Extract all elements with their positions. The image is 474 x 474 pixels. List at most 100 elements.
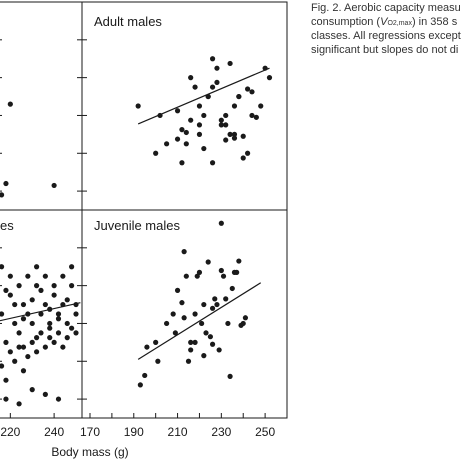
data-point [34, 349, 40, 355]
data-point [225, 320, 231, 327]
data-point [153, 339, 159, 345]
figure-caption: Fig. 2. Aerobic capacity measu consumpti… [311, 2, 474, 57]
data-point [196, 269, 203, 275]
data-point [34, 283, 40, 289]
panel-frame [0, 1, 83, 211]
caption-v-symbol: V [380, 15, 388, 28]
data-point [0, 264, 5, 270]
panels: 220 240 170 190 210 230 250 [0, 1, 288, 439]
data-point [192, 339, 198, 345]
data-point [73, 311, 79, 317]
data-point [55, 316, 62, 322]
data-point [196, 131, 203, 137]
data-point [47, 320, 53, 327]
figure: 220 240 170 190 210 230 250 Adult males es Juv… [0, 1, 288, 459]
data-point [253, 114, 259, 120]
data-point [199, 320, 205, 327]
data-point [231, 103, 238, 109]
data-point [201, 145, 207, 152]
data-point [249, 89, 255, 95]
data-point [3, 287, 9, 293]
caption-line-2-pre: consumption ( [311, 15, 381, 28]
data-point [69, 283, 75, 289]
data-point [3, 396, 9, 402]
data-point [3, 180, 9, 187]
data-point [29, 387, 35, 393]
data-point [42, 301, 48, 308]
data-point [34, 264, 40, 270]
data-point [60, 344, 66, 350]
data-point [266, 75, 273, 81]
data-point [258, 103, 264, 109]
data-point [188, 75, 194, 81]
data-point [12, 320, 18, 327]
x-tick-label: 170 [80, 425, 100, 439]
data-point [223, 296, 229, 302]
data-point [214, 79, 220, 85]
x-tick-label: 190 [124, 425, 144, 439]
data-point [231, 131, 238, 137]
regression-line [137, 67, 270, 125]
data-point [0, 192, 5, 198]
data-point [188, 339, 194, 345]
data-point [227, 60, 233, 67]
data-point [240, 320, 246, 327]
data-point [137, 382, 143, 388]
data-point [25, 273, 31, 279]
data-point [164, 141, 170, 147]
data-point [20, 316, 27, 322]
x-axis-label: Body mass (g) [51, 445, 128, 459]
caption-line-4: significant but slopes do not di [311, 43, 459, 56]
data-point [38, 287, 44, 293]
data-point [7, 292, 13, 298]
data-point [51, 283, 57, 289]
x-tick-label: 240 [44, 425, 64, 439]
data-point [29, 297, 35, 303]
data-point [51, 182, 57, 189]
data-point [245, 150, 251, 156]
data-point [51, 339, 57, 345]
data-point [201, 112, 207, 119]
data-point [51, 292, 57, 298]
data-point [234, 269, 240, 275]
panel-title-fragment: es [0, 218, 14, 233]
data-point [42, 391, 48, 397]
data-point [201, 353, 207, 359]
caption-line-2: consumption (VO2,max) in 358 s [311, 16, 474, 31]
data-point [223, 112, 229, 119]
data-point [245, 86, 251, 92]
data-point [47, 325, 53, 331]
data-point [55, 311, 62, 317]
data-point [240, 133, 246, 139]
data-point [196, 122, 203, 128]
regression-line [0, 302, 81, 322]
data-point [7, 101, 13, 107]
panel-title-juvenile-males: Juvenile males [94, 218, 180, 233]
data-point [183, 141, 189, 147]
data-point [170, 311, 176, 317]
data-point [69, 325, 75, 331]
data-point [0, 311, 5, 317]
data-point [209, 160, 216, 166]
data-point [38, 311, 44, 317]
data-point [249, 112, 255, 119]
data-point [60, 273, 66, 279]
data-point [69, 264, 75, 270]
data-point [181, 249, 187, 255]
data-point [142, 372, 148, 379]
regression-line [137, 282, 262, 360]
data-point [20, 301, 27, 308]
data-point [64, 297, 70, 303]
data-point [16, 401, 22, 407]
data-point [218, 122, 224, 128]
data-point [218, 117, 224, 123]
data-point [188, 117, 194, 123]
data-point [47, 335, 53, 341]
data-point [223, 122, 229, 128]
data-point [20, 368, 27, 374]
data-point [16, 330, 22, 336]
data-point [174, 108, 181, 114]
data-point [25, 353, 31, 360]
data-point [214, 301, 220, 308]
caption-line-1: Fig. 2. Aerobic capacity measu [311, 2, 461, 14]
